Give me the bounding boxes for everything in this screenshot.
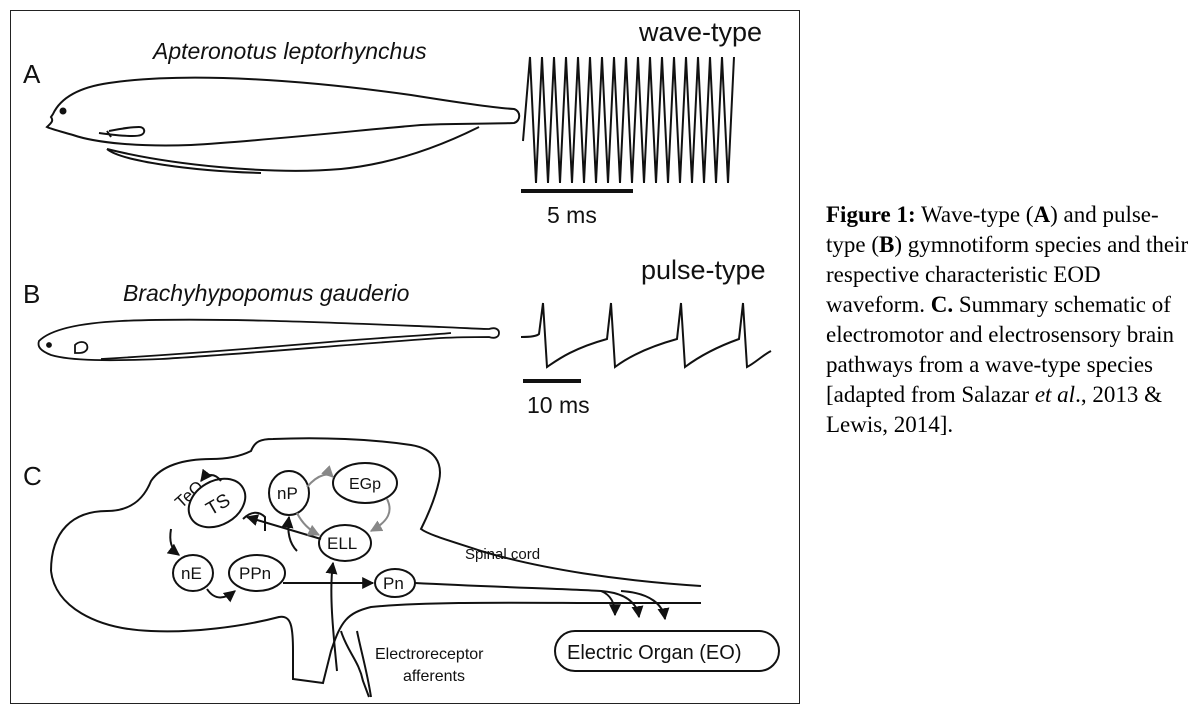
node-ts: TS — [187, 477, 247, 529]
caption-fig-label: Figure 1: — [826, 202, 916, 227]
brain-outline — [50, 437, 702, 698]
svg-text:ELL: ELL — [327, 534, 357, 553]
panel-a-type-label: wave-type — [638, 17, 762, 47]
svg-text:Pn: Pn — [383, 574, 404, 593]
caption-ref-c: C. — [930, 292, 954, 317]
panel-c-letter: C — [23, 461, 42, 491]
pulse-eod-trace — [520, 302, 772, 369]
afferents-label-line2: afferents — [403, 668, 465, 685]
fish-b-illustration — [37, 318, 500, 362]
scale-label-b: 10 ms — [527, 392, 590, 418]
electric-organ-box: Electric Organ (EO) — [554, 630, 780, 672]
node-egp: EGp — [332, 462, 398, 504]
panel-b-species: Brachyhypopomus gauderio — [123, 280, 410, 306]
pathway-arrows — [166, 465, 670, 672]
node-ne: nE — [172, 554, 214, 592]
caption-text-5: ., 2013 & Lewis, 2014]. — [826, 382, 1162, 437]
caption-etal: et al — [1034, 382, 1076, 407]
node-ell: ELL — [318, 524, 372, 562]
caption-ref-a: A — [1033, 202, 1051, 227]
node-ppn: PPn — [228, 554, 286, 592]
node-np: nP — [268, 470, 310, 516]
caption-text-2: ) and pulse-type ( — [826, 202, 1159, 257]
caption-text-3: ) gymnotiform species and their respecti… — [826, 232, 1189, 317]
svg-text:EGp: EGp — [349, 476, 381, 493]
spinal-cord-label: Spinal cord — [465, 546, 540, 563]
svg-text:nP: nP — [277, 484, 298, 503]
caption-text-4: Summary schematic of electromotor and el… — [826, 292, 1175, 407]
panel-b-type-label: pulse-type — [641, 255, 766, 285]
svg-text:Electric Organ (EO): Electric Organ (EO) — [567, 642, 741, 664]
node-pn: Pn — [374, 568, 416, 598]
caption-ref-b: B — [879, 232, 895, 257]
figure-caption: Figure 1: Wave-type (A) and pulse-type (… — [826, 200, 1196, 440]
fish-a-illustration — [45, 76, 521, 174]
figure-svg: A Apteronotus leptorhynchus wave-type 5 … — [23, 17, 780, 698]
figure-panel: A Apteronotus leptorhynchus wave-type 5 … — [10, 10, 800, 704]
svg-text:nE: nE — [181, 564, 202, 583]
afferents-label-line1: Electroreceptor — [375, 646, 484, 663]
panel-a-letter: A — [23, 59, 41, 89]
caption-text-1: Wave-type ( — [915, 202, 1034, 227]
scale-label-a: 5 ms — [547, 202, 597, 228]
panel-b-letter: B — [23, 279, 40, 309]
svg-text:PPn: PPn — [239, 564, 271, 583]
panel-a-species: Apteronotus leptorhynchus — [151, 38, 427, 64]
wave-eod-trace — [522, 56, 735, 184]
